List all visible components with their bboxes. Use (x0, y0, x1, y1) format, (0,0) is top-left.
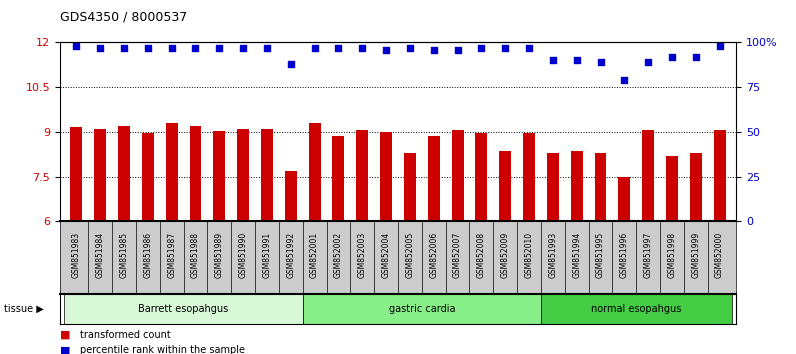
Point (118, 45, 131, 51)
Point (332, 45, 345, 51)
Text: GSM852003: GSM852003 (357, 232, 367, 278)
Point (213, 45, 226, 51)
Point (642, 59, 654, 65)
Text: GSM851985: GSM851985 (119, 232, 128, 278)
Bar (302, 294, 541, 324)
Text: GSM851992: GSM851992 (287, 232, 295, 278)
Bar (523, 133, 535, 221)
Text: tissue ▶: tissue ▶ (4, 304, 44, 314)
Point (499, 45, 512, 51)
Bar (189, 126, 201, 221)
Text: GSM851987: GSM851987 (167, 232, 176, 278)
Bar (357, 130, 369, 221)
Point (356, 45, 369, 51)
Text: transformed count: transformed count (80, 330, 170, 339)
Text: GSM852000: GSM852000 (715, 232, 724, 278)
Point (380, 47, 392, 52)
Bar (64, 294, 302, 324)
Point (94, 45, 107, 51)
Bar (213, 131, 225, 221)
Text: GSM851986: GSM851986 (143, 232, 152, 278)
Bar (94, 129, 106, 221)
Bar (309, 123, 321, 221)
Bar (541, 294, 732, 324)
Point (189, 45, 202, 51)
Text: GDS4350 / 8000537: GDS4350 / 8000537 (60, 11, 187, 24)
Bar (475, 133, 487, 221)
Text: GSM851998: GSM851998 (668, 232, 677, 278)
Text: ■: ■ (60, 330, 70, 339)
Text: GSM851995: GSM851995 (596, 232, 605, 278)
Point (594, 59, 607, 65)
Bar (714, 130, 726, 221)
Text: GSM851996: GSM851996 (620, 232, 629, 278)
Bar (499, 151, 511, 221)
Text: percentile rank within the sample: percentile rank within the sample (80, 346, 244, 354)
Bar (571, 151, 583, 221)
Text: GSM851990: GSM851990 (239, 232, 248, 278)
Text: GSM852001: GSM852001 (310, 232, 319, 278)
Point (570, 58, 583, 63)
Text: GSM851989: GSM851989 (215, 232, 224, 278)
Bar (642, 130, 654, 221)
Bar (451, 130, 463, 221)
Point (404, 45, 416, 51)
Text: GSM852005: GSM852005 (405, 232, 415, 278)
Text: GSM852010: GSM852010 (525, 232, 533, 278)
Point (284, 61, 297, 67)
Point (547, 58, 560, 63)
Bar (237, 130, 249, 221)
Text: GSM852006: GSM852006 (429, 232, 439, 278)
Bar (70, 127, 82, 221)
Text: GSM851997: GSM851997 (644, 232, 653, 278)
Point (308, 45, 321, 51)
Text: GSM851999: GSM851999 (691, 232, 700, 278)
Text: GSM852004: GSM852004 (381, 232, 391, 278)
Point (665, 54, 678, 59)
Bar (404, 153, 416, 221)
Point (260, 45, 273, 51)
Point (475, 45, 488, 51)
Text: GSM852009: GSM852009 (501, 232, 509, 278)
Bar (166, 123, 178, 221)
Text: GSM851991: GSM851991 (263, 232, 271, 278)
Bar (595, 153, 607, 221)
Text: GSM851983: GSM851983 (72, 232, 81, 278)
Bar (666, 156, 678, 221)
Bar (333, 136, 345, 221)
Text: GSM852002: GSM852002 (334, 232, 343, 278)
Point (166, 45, 178, 51)
Point (70, 43, 83, 49)
Text: GSM851994: GSM851994 (572, 232, 581, 278)
Text: ■: ■ (60, 346, 70, 354)
Bar (285, 171, 297, 221)
Text: GSM851993: GSM851993 (548, 232, 557, 278)
Bar (618, 177, 630, 221)
Point (618, 77, 630, 83)
Bar (380, 132, 392, 221)
Text: GSM852008: GSM852008 (477, 232, 486, 278)
Text: normal esopahgus: normal esopahgus (591, 304, 681, 314)
Bar (142, 133, 154, 221)
Point (523, 45, 536, 51)
Point (427, 47, 440, 52)
Point (142, 45, 154, 51)
Bar (427, 136, 439, 221)
Text: GSM851988: GSM851988 (191, 232, 200, 278)
Bar (547, 153, 559, 221)
Text: GSM852007: GSM852007 (453, 232, 462, 278)
Text: GSM851984: GSM851984 (96, 232, 105, 278)
Point (236, 45, 249, 51)
Bar (690, 153, 702, 221)
Bar (261, 130, 273, 221)
Point (689, 54, 702, 59)
Point (713, 43, 726, 49)
Bar (118, 126, 130, 221)
Text: gastric cardia: gastric cardia (388, 304, 455, 314)
Text: Barrett esopahgus: Barrett esopahgus (139, 304, 228, 314)
Point (451, 47, 464, 52)
